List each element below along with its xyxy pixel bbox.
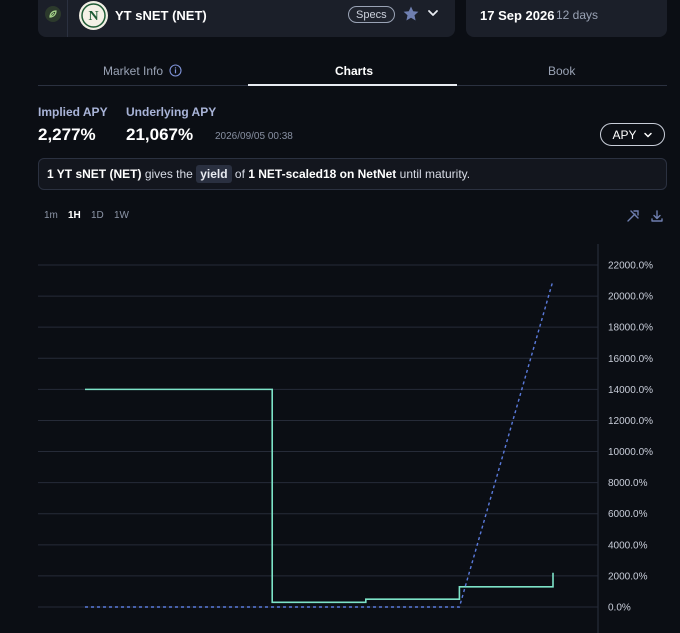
y-tick-label: 6000.0% — [608, 509, 648, 520]
y-tick-label: 2000.0% — [608, 571, 648, 582]
y-tick-label: 4000.0% — [608, 540, 648, 551]
desc-asset: 1 NET-scaled18 on NetNet — [248, 167, 397, 181]
timeframe-1m[interactable]: 1m — [44, 210, 58, 221]
timeframe-1d[interactable]: 1D — [91, 210, 104, 221]
underlying-apy-line — [85, 280, 554, 608]
logo-letter: N — [88, 9, 98, 24]
y-tick-label: 0.0% — [608, 603, 631, 614]
apy-dropdown-label: APY — [612, 127, 637, 142]
star-icon[interactable] — [402, 5, 420, 23]
specs-button[interactable]: Specs — [348, 6, 395, 23]
desc-gives-the: gives the — [144, 167, 193, 181]
token-name: YT sNET (NET) — [115, 8, 207, 23]
y-tick-label: 20000.0% — [608, 292, 653, 303]
download-icon[interactable] — [650, 209, 664, 223]
token-logo: N — [79, 1, 108, 30]
tab-book[interactable]: Book — [548, 64, 576, 78]
underlying-apy-value: 21,067% — [126, 125, 194, 144]
apy-dropdown[interactable]: APY — [600, 123, 665, 146]
implied-apy-line — [85, 388, 554, 604]
implied-apy-value: 2,277% — [38, 125, 96, 144]
timeframe-1w[interactable]: 1W — [114, 210, 129, 221]
y-tick-label: 22000.0% — [608, 261, 653, 272]
leaf-icon — [45, 6, 61, 22]
implied-apy-label: Implied APY — [38, 105, 108, 119]
y-tick-label: 8000.0% — [608, 478, 648, 489]
yield-description: 1 YT sNET (NET) gives the yield of 1 NET… — [38, 158, 667, 190]
maturity-card: 17 Sep 2026 12 days — [466, 0, 667, 37]
tools-icon[interactable] — [626, 209, 640, 223]
maturity-date: 17 Sep 2026 — [480, 8, 555, 23]
desc-tail: until maturity. — [399, 167, 471, 181]
active-tab-indicator — [248, 84, 457, 86]
info-icon[interactable] — [169, 64, 182, 77]
timeframe-1h[interactable]: 1H — [68, 210, 81, 221]
apy-chart[interactable]: 0.0% 2000.0% 4000.0% 6000.0% 8000.0% 10000.0%… — [0, 238, 680, 633]
desc-amount: 1 YT sNET (NET) — [47, 167, 142, 181]
days-left: 12 days — [556, 8, 599, 22]
y-tick-label: 10000.0% — [608, 447, 653, 458]
y-tick-label: 14000.0% — [608, 385, 653, 396]
chart-timestamp: 2026/09/05 00:38 — [215, 131, 293, 142]
leaf-button[interactable] — [38, 0, 68, 37]
underlying-apy-label: Underlying APY — [126, 105, 217, 119]
y-tick-label: 12000.0% — [608, 416, 653, 427]
tab-charts[interactable]: Charts — [335, 64, 374, 78]
token-header-card: N YT sNET (NET) Specs — [38, 0, 455, 37]
chevron-down-icon — [643, 132, 652, 138]
yield-chip[interactable]: yield — [196, 165, 232, 183]
y-tick-label: 16000.0% — [608, 354, 653, 365]
desc-of: of — [234, 167, 245, 181]
chevron-down-icon[interactable] — [426, 6, 440, 20]
tab-market-info[interactable]: Market Info — [103, 64, 164, 78]
y-tick-label: 18000.0% — [608, 323, 653, 334]
